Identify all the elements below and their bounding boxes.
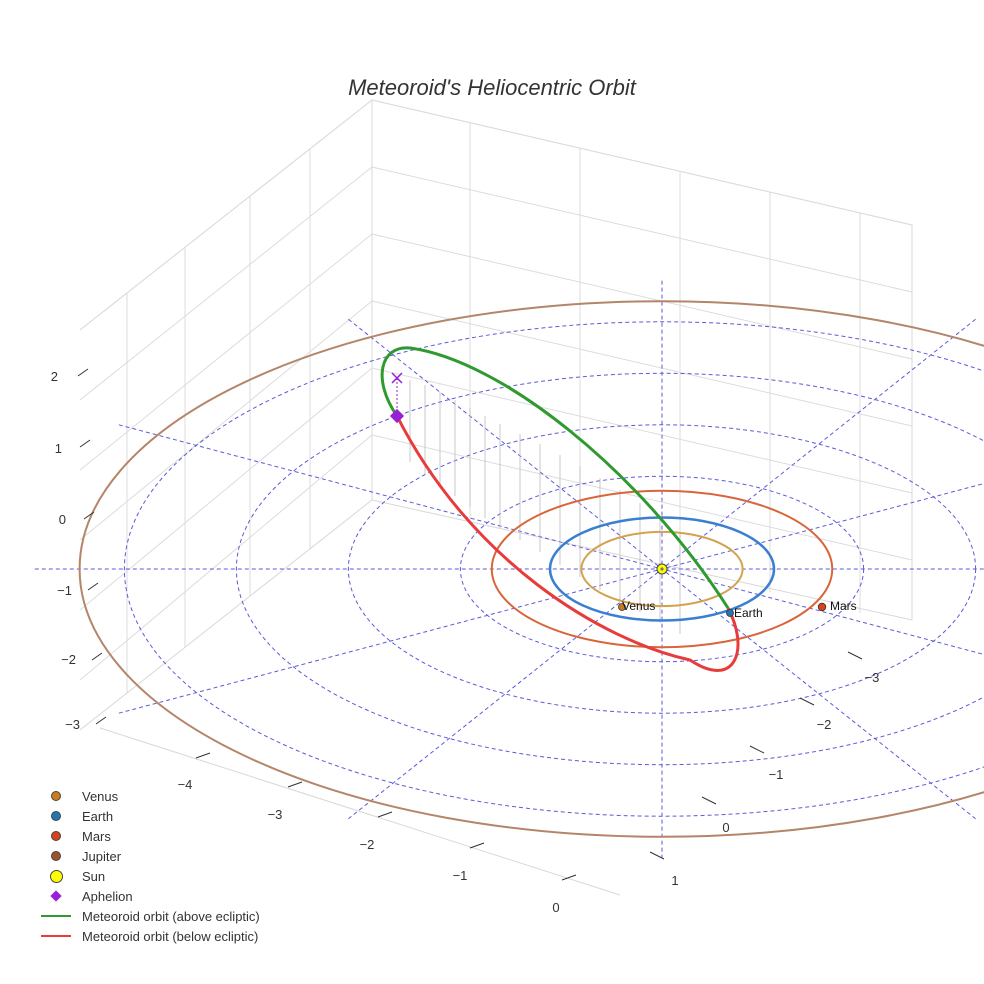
y-tick-mark [195, 752, 211, 759]
box-edge-bottom [99, 727, 621, 896]
x-tick-mark [847, 651, 863, 660]
mars-legend-icon [51, 831, 61, 841]
legend-item-jupiter[interactable]: Jupiter [40, 846, 260, 866]
chart-title: Meteoroid's Heliocentric Orbit [348, 75, 637, 100]
x-tick-label: −2 [817, 717, 832, 732]
planet-orbits [78, 300, 984, 838]
y-tick-mark [377, 811, 393, 818]
x-tick-label: 1 [671, 873, 678, 888]
orbit-above-legend-icon [41, 915, 71, 917]
sun-legend-icon [49, 869, 63, 883]
y-tick-label: −1 [453, 868, 468, 883]
legend-label: Jupiter [82, 848, 122, 864]
box-grid-line [79, 434, 373, 681]
z-tick-label: −2 [61, 652, 76, 667]
legend-item-aphelion[interactable]: Aphelion [40, 886, 260, 906]
legend-item-venus[interactable]: Venus [40, 786, 260, 806]
earth-orbit [548, 516, 776, 622]
x-tick-mark [799, 697, 815, 706]
earth-label: Earth [734, 606, 763, 620]
venus-legend-icon [51, 791, 61, 801]
x-tick-mark [701, 796, 717, 805]
legend-item-sun[interactable]: Sun [40, 866, 260, 886]
box-grid-line [79, 367, 373, 611]
x-tick-mark [749, 745, 765, 754]
box-grid [79, 99, 913, 693]
y-tick-label: 0 [552, 900, 559, 915]
box-grid-line [371, 99, 913, 226]
z-axis: 2 1 0 −1 −2 −3 [51, 368, 107, 732]
x-tick-label: 0 [722, 820, 729, 835]
y-tick-label: −3 [268, 807, 283, 822]
legend-label: Aphelion [82, 888, 133, 904]
meteoroid-orbit-below-ecliptic [395, 415, 740, 672]
legend-item-earth[interactable]: Earth [40, 806, 260, 826]
y-tick-label: −4 [178, 777, 193, 792]
z-tick-mark [79, 439, 91, 448]
z-tick-mark [77, 368, 89, 377]
orbit-below-legend-icon [41, 935, 71, 937]
sun-center [660, 567, 664, 571]
box-grid-line [79, 99, 373, 331]
x-tick-label: −3 [865, 670, 880, 685]
box-grid-line [79, 233, 373, 471]
aphelion-legend-icon [50, 890, 62, 902]
z-tick-label: 2 [51, 369, 58, 384]
legend-item-orbit-above[interactable]: Meteoroid orbit (above ecliptic) [40, 906, 260, 926]
z-tick-label: −3 [65, 717, 80, 732]
back-pane-left [79, 98, 373, 731]
mars-label: Mars [830, 599, 857, 613]
legend: Venus Earth Mars Jupiter Sun Aphelion Me… [40, 786, 260, 946]
venus-orbit [580, 530, 744, 608]
box-grid-line [371, 300, 913, 427]
meteoroid-orbit-above-ecliptic [380, 346, 730, 609]
legend-label: Venus [82, 788, 119, 804]
mars-orbit [490, 489, 834, 649]
aphelion-projection-cross [391, 372, 403, 384]
legend-label: Meteoroid orbit (below ecliptic) [82, 928, 259, 944]
y-axis: −4 −3 −2 −1 0 [178, 752, 577, 915]
y-tick-mark [469, 842, 485, 849]
z-tick-mark [87, 582, 99, 591]
aphelion-marker [389, 408, 405, 424]
z-tick-mark [83, 511, 95, 520]
box-grid-line [371, 367, 913, 494]
mars-marker [817, 602, 827, 612]
x-axis: −3 −2 −1 0 1 [649, 651, 880, 888]
venus-label: Venus [622, 599, 655, 613]
jupiter-orbit [78, 300, 984, 838]
z-tick-mark [95, 716, 107, 725]
axis-box [79, 98, 913, 896]
z-tick-label: 0 [59, 512, 66, 527]
legend-label: Earth [82, 808, 114, 824]
box-grid-line [371, 233, 913, 360]
legend-item-orbit-below[interactable]: Meteoroid orbit (below ecliptic) [40, 926, 260, 946]
venus-marker [618, 603, 626, 611]
box-grid-line [79, 300, 373, 541]
jupiter-legend-icon [51, 851, 61, 861]
y-tick-label: −2 [360, 837, 375, 852]
y-tick-mark [561, 874, 577, 881]
z-tick-mark [91, 652, 103, 661]
legend-label: Sun [82, 868, 106, 884]
z-tick-label: −1 [57, 583, 72, 598]
legend-item-mars[interactable]: Mars [40, 826, 260, 846]
box-grid-line [79, 166, 373, 401]
earth-legend-icon [51, 811, 61, 821]
projection-lines [409, 380, 681, 634]
x-tick-mark [649, 851, 665, 860]
ecliptic-grid [34, 280, 984, 858]
x-tick-label: −1 [769, 767, 784, 782]
y-tick-mark [287, 781, 303, 788]
z-tick-label: 1 [55, 441, 62, 456]
legend-label: Meteoroid orbit (above ecliptic) [82, 908, 260, 924]
legend-label: Mars [82, 828, 111, 844]
box-grid-line [371, 166, 913, 293]
earth-marker [726, 609, 734, 617]
